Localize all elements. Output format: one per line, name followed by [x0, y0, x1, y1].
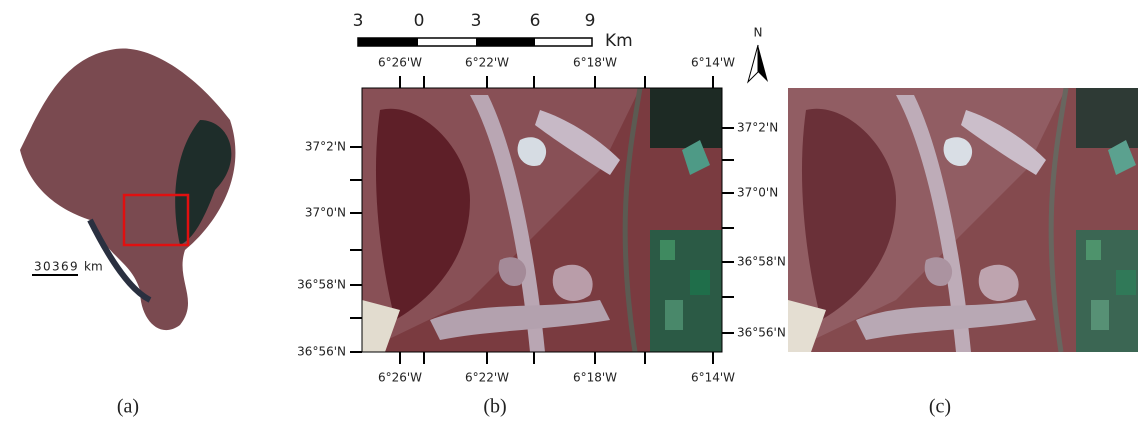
- lat-label: 36°58'N: [737, 255, 786, 269]
- caption: (a): [117, 396, 139, 418]
- caption: (b): [483, 396, 506, 418]
- lat-label: 37°2'N: [737, 121, 778, 135]
- lat-label: 37°0'N: [737, 186, 778, 200]
- lon-label: 6°22'W: [465, 56, 509, 70]
- scale-unit: km: [84, 260, 103, 274]
- satellite-image: [788, 88, 1138, 352]
- scale-label: 6: [61, 260, 69, 274]
- scale-b: 3 0 3 6 9 Km: [353, 11, 633, 51]
- north-arrow: N: [748, 26, 768, 83]
- lat-label: 36°56'N: [297, 345, 346, 359]
- scale-a: 3 0 3 6 9 km: [32, 260, 103, 276]
- lat-label: 37°2'N: [305, 140, 346, 154]
- north-label: N: [754, 26, 763, 40]
- scale-unit: Km: [605, 31, 633, 51]
- lon-label: 6°14'W: [691, 371, 735, 385]
- caption: (c): [929, 396, 951, 418]
- scale-label: 9: [585, 11, 596, 31]
- lon-label: 6°14'W: [691, 56, 735, 70]
- scale-label: 3: [34, 260, 42, 274]
- lon-label: 6°26'W: [378, 371, 422, 385]
- lon-label: 6°18'W: [573, 371, 617, 385]
- scale-segment: [476, 38, 535, 46]
- lat-label: 36°56'N: [737, 326, 786, 340]
- scale-label: 0: [43, 260, 51, 274]
- lon-label: 6°22'W: [465, 371, 509, 385]
- lon-label: 6°18'W: [573, 56, 617, 70]
- scale-segment: [358, 38, 418, 46]
- scale-label: 3: [471, 11, 482, 31]
- scale-label: 0: [414, 11, 425, 31]
- lon-label: 6°26'W: [378, 56, 422, 70]
- scale-label: 6: [530, 11, 541, 31]
- scale-label: 9: [70, 260, 78, 274]
- lat-label: 36°58'N: [297, 278, 346, 292]
- lat-label: 37°0'N: [305, 206, 346, 220]
- figure: 3 0 3 6 9 km 3 0 3 6 9 Km N: [0, 0, 1138, 423]
- scale-label: 3: [52, 260, 60, 274]
- satellite-image: [362, 88, 722, 352]
- scale-label: 3: [353, 11, 364, 31]
